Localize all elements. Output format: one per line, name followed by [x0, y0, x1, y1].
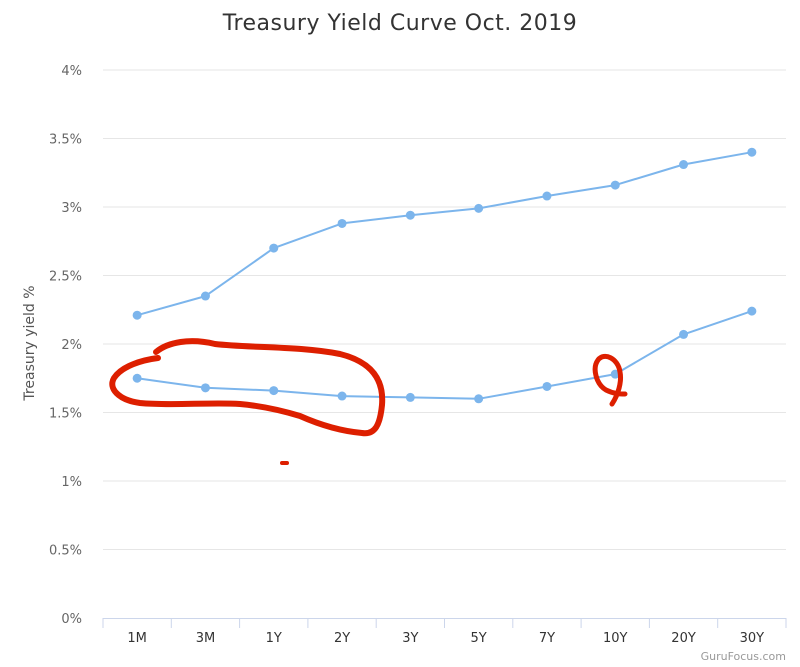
x-tick-label: 10Y: [603, 631, 628, 646]
x-tick-label: 3M: [196, 631, 216, 646]
data-point[interactable]: [269, 386, 279, 396]
x-tick-label: 30Y: [740, 631, 765, 646]
data-point[interactable]: [679, 329, 689, 339]
y-tick-label: 2%: [61, 338, 82, 353]
series-1: [132, 147, 757, 320]
y-axis-title: Treasury yield %: [22, 285, 38, 401]
data-point[interactable]: [337, 391, 347, 401]
data-point[interactable]: [542, 191, 552, 201]
data-point[interactable]: [132, 310, 142, 320]
x-tick-label: 20Y: [671, 631, 696, 646]
y-tick-label: 2.5%: [49, 270, 82, 285]
data-point[interactable]: [337, 218, 347, 228]
data-point[interactable]: [269, 243, 279, 253]
grid-lines: [103, 69, 786, 550]
data-point[interactable]: [200, 291, 210, 301]
x-tick-label: 2Y: [334, 631, 350, 646]
data-point[interactable]: [132, 373, 142, 383]
x-tick-label: 5Y: [471, 631, 487, 646]
y-axis-ticks: 0% 0.5% 1% 1.5% 2% 2.5% 3% 3.5% 4%: [49, 64, 82, 627]
data-point[interactable]: [405, 392, 415, 402]
x-tick-label: 1Y: [266, 631, 282, 646]
chart-title: Treasury Yield Curve Oct. 2019: [222, 11, 578, 36]
y-tick-label: 3.5%: [49, 133, 82, 148]
annotation-circle-short-term: [109, 338, 386, 437]
y-tick-label: 1%: [61, 475, 82, 490]
data-point[interactable]: [542, 381, 552, 391]
data-point[interactable]: [747, 147, 757, 157]
y-tick-label: 4%: [61, 64, 82, 79]
y-tick-label: 0.5%: [49, 544, 82, 559]
y-tick-label: 3%: [61, 201, 82, 216]
series-line: [136, 151, 753, 317]
series-2: [132, 306, 757, 404]
y-tick-label: 1.5%: [49, 407, 82, 422]
data-point[interactable]: [200, 383, 210, 393]
data-point[interactable]: [474, 394, 484, 404]
data-point[interactable]: [405, 210, 415, 220]
credit-text: GuruFocus.com: [701, 650, 786, 663]
data-point[interactable]: [747, 306, 757, 316]
x-tick-label: 1M: [127, 631, 147, 646]
data-point[interactable]: [610, 180, 620, 190]
x-tick-label: 7Y: [539, 631, 555, 646]
y-tick-label: 0%: [61, 612, 82, 627]
data-point[interactable]: [474, 203, 484, 213]
annotation-loop-10y: [592, 354, 628, 407]
data-point[interactable]: [679, 160, 689, 170]
x-tick-label: 3Y: [402, 631, 418, 646]
x-axis: 1M 3M 1Y 2Y 3Y 5Y 7Y 10Y 20Y 30Y: [102, 618, 787, 646]
hand-drawn-annotations: [109, 338, 628, 465]
series-line: [136, 310, 753, 400]
series-layer: [132, 147, 757, 404]
